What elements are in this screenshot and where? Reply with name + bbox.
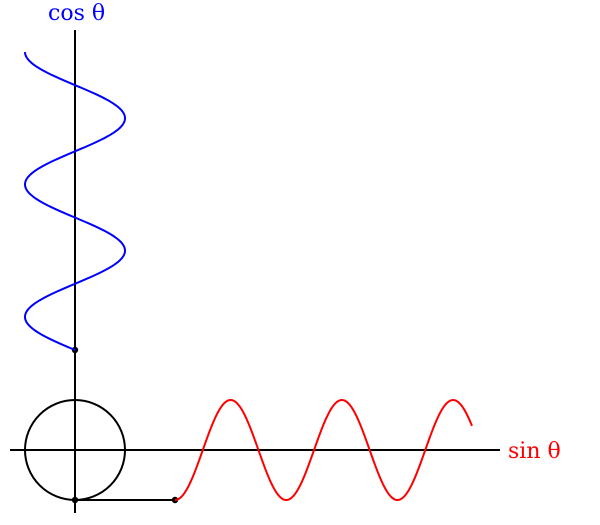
cos-curve <box>24 51 127 351</box>
y-axis-label: cos θ <box>48 1 105 26</box>
circle-bottom-point <box>71 496 79 504</box>
x-axis-label: sin θ <box>508 439 561 464</box>
sin-curve <box>174 398 473 501</box>
